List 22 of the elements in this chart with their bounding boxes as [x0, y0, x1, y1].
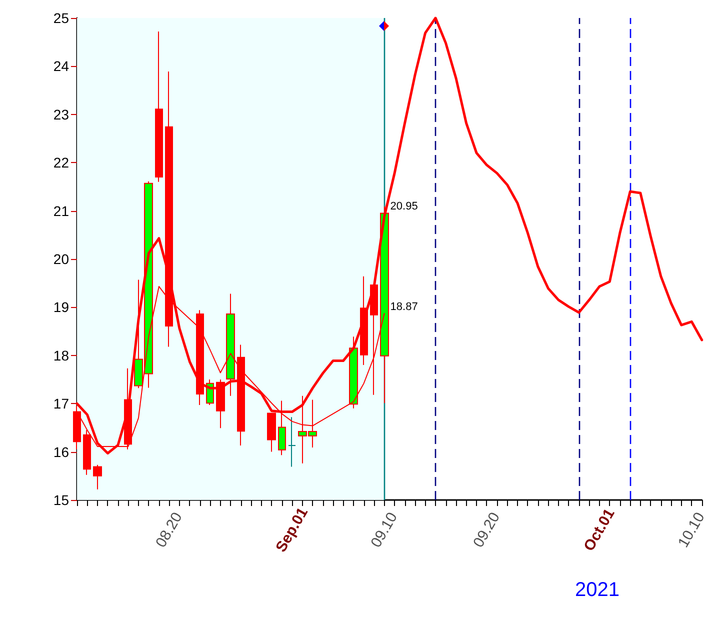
- y-tick-label: 23: [53, 106, 70, 122]
- annotation: 20.95: [390, 200, 418, 213]
- candlestick: [360, 276, 368, 366]
- candlestick: [288, 416, 296, 468]
- candlestick: [155, 30, 163, 182]
- y-tick-label: 24: [53, 58, 70, 74]
- candlestick: [349, 336, 358, 409]
- y-tick-label: 16: [53, 444, 70, 460]
- y-tick-label: 17: [53, 396, 70, 412]
- candlestick: [226, 293, 235, 396]
- y-tick-label: 22: [53, 154, 70, 171]
- candlestick: [93, 464, 102, 490]
- annotation: 18.87: [390, 300, 418, 313]
- text: 2021: [575, 579, 620, 601]
- y-tick-label: 18: [53, 347, 70, 364]
- y-tick-label: 21: [53, 202, 70, 219]
- y-tick-label: 25: [53, 10, 70, 26]
- y-tick-label: 20: [53, 251, 70, 267]
- y-tick-label: 15: [53, 492, 70, 508]
- candlestick: [216, 379, 225, 429]
- y-tick-label: 19: [53, 299, 70, 316]
- candlestick: [196, 310, 204, 406]
